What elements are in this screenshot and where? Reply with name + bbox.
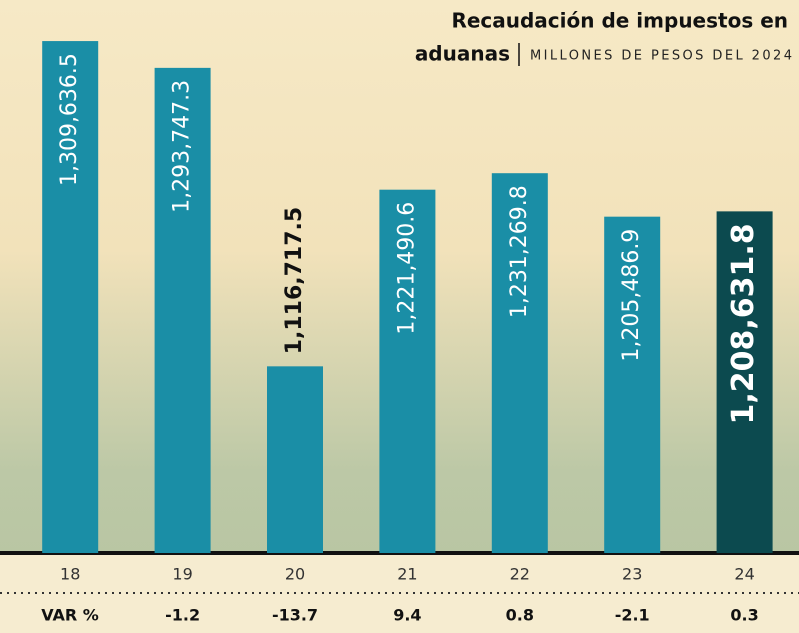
var-value: 9.4 — [393, 606, 421, 625]
x-tick-label: 21 — [397, 565, 417, 584]
x-tick-label: 20 — [285, 565, 305, 584]
value-label: 1,205,486.9 — [619, 229, 644, 362]
var-value: -13.7 — [272, 606, 318, 625]
x-tick-label: 19 — [172, 565, 192, 584]
value-label: 1,116,717.5 — [282, 207, 307, 355]
bar — [267, 366, 323, 553]
var-value: -1.2 — [165, 606, 200, 625]
bar — [379, 189, 436, 553]
bar — [716, 211, 773, 553]
chart-subtitle: MILLONES DE PESOS DEL 2024 — [530, 49, 792, 64]
bar — [42, 41, 99, 554]
value-label: 1,309,636.5 — [57, 53, 82, 186]
var-value: 0.8 — [506, 606, 534, 625]
x-tick-label: 18 — [60, 565, 80, 584]
value-label: 1,208,631.8 — [726, 223, 761, 424]
x-tick-label: 22 — [510, 565, 530, 584]
value-label: 1,293,747.3 — [170, 80, 195, 213]
chart-title: Recaudación de impuestos en — [451, 9, 788, 33]
bar — [491, 173, 548, 553]
bar — [154, 67, 211, 553]
value-label: 1,231,269.8 — [507, 185, 532, 318]
bar — [604, 216, 661, 553]
var-value: 0.3 — [730, 606, 758, 625]
x-tick-label: 24 — [734, 565, 754, 584]
value-label: 1,221,490.6 — [394, 202, 419, 335]
var-label: VAR % — [41, 606, 99, 625]
x-tick-label: 23 — [622, 565, 642, 584]
var-value: -2.1 — [615, 606, 650, 625]
chart-title: aduanas — [415, 42, 510, 66]
